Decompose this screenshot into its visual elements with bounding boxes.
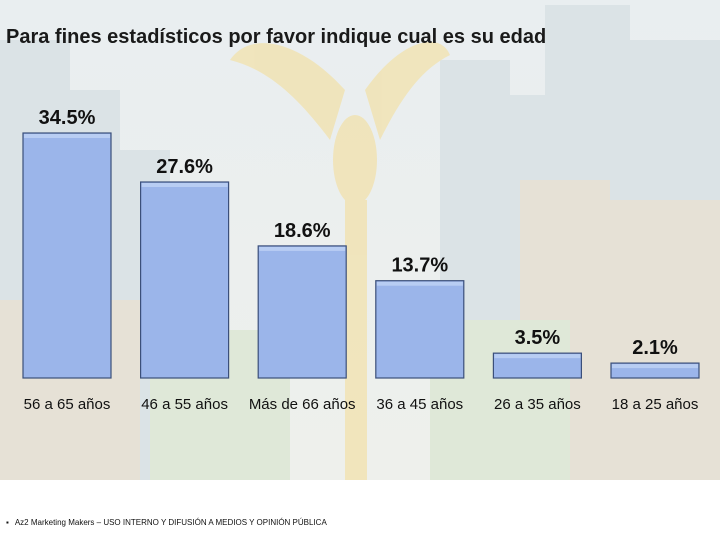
category-label: 18 a 25 años (612, 396, 699, 413)
bar-highlight (24, 134, 110, 138)
chart-title: Para fines estadísticos por favor indiqu… (6, 26, 547, 48)
data-label: 13.7% (391, 255, 448, 277)
data-label: 27.6% (156, 156, 213, 178)
data-label: 34.5% (39, 107, 96, 129)
bar (375, 280, 465, 379)
category-label: 46 a 55 años (141, 396, 228, 413)
category-label: Más de 66 años (249, 396, 356, 413)
bar-highlight (612, 364, 698, 369)
bullet-icon: ▪ (6, 518, 9, 527)
footer-text: Az2 Marketing Makers – USO INTERNO Y DIF… (14, 518, 327, 527)
category-label: 36 a 45 años (376, 396, 463, 413)
bar (140, 181, 230, 379)
bar (22, 132, 112, 379)
bar (257, 245, 347, 379)
bar-chart: 34.5% 56 a 65 años 27.6% 46 a 55 años 18.6% M… (22, 107, 700, 413)
category-label: 26 a 35 años (494, 396, 581, 413)
data-label: 18.6% (274, 220, 331, 242)
bar-highlight (376, 281, 463, 286)
data-label: 2.1% (632, 337, 678, 359)
footer-note: ▪ Az2 Marketing Makers – USO INTERNO Y DI… (6, 518, 327, 527)
category-label: 56 a 65 años (24, 396, 111, 413)
bar-highlight (494, 354, 581, 359)
data-label: 3.5% (515, 327, 561, 349)
bar-highlight (141, 183, 228, 187)
bar-highlight (259, 246, 346, 251)
